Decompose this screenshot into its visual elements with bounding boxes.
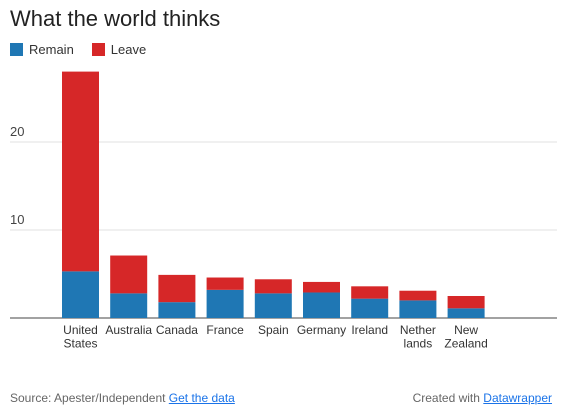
- bar-remain: [351, 298, 389, 318]
- bar-remain: [303, 292, 340, 318]
- x-tick-label: United: [63, 323, 98, 337]
- bar-leave: [158, 274, 196, 303]
- source-text: Source: Apester/Independent: [10, 391, 166, 405]
- bar-leave: [110, 255, 148, 294]
- legend-label-leave: Leave: [110, 42, 147, 57]
- x-tick-label: Zealand: [444, 337, 487, 351]
- x-tick-label: Spain: [258, 323, 289, 337]
- legend-item-remain: Remain: [10, 42, 74, 57]
- created-with-text: Created with: [412, 391, 480, 405]
- x-tick-label: France: [206, 323, 244, 337]
- bar-leave: [399, 290, 437, 301]
- legend-swatch-remain: [10, 43, 23, 56]
- x-tick-label: States: [63, 337, 97, 351]
- get-the-data-link[interactable]: Get the data: [168, 391, 235, 405]
- bar-leave: [303, 281, 340, 293]
- bar-remain: [399, 300, 437, 318]
- bar-leave: [447, 296, 485, 309]
- bar-leave: [351, 286, 389, 299]
- bar-remain: [158, 302, 196, 318]
- chart-title: What the world thinks: [10, 6, 221, 31]
- bar-remain: [254, 293, 292, 318]
- legend-swatch-leave: [91, 43, 105, 56]
- bar-leave: [254, 279, 292, 294]
- x-tick-label: Ireland: [351, 323, 388, 337]
- bar-leave: [206, 277, 244, 290]
- y-tick-label: 20: [10, 124, 24, 139]
- legend-item-leave: Leave: [91, 42, 147, 57]
- bar-leave: [62, 71, 99, 272]
- footer-credit: Created with Datawrapper: [413, 391, 552, 405]
- bar-remain: [206, 289, 244, 318]
- x-tick-label: New: [454, 323, 478, 337]
- legend: Remain Leave: [10, 42, 146, 57]
- bar-remain: [62, 271, 99, 318]
- legend-label-remain: Remain: [29, 42, 74, 57]
- bar-remain: [110, 293, 148, 318]
- x-tick-label: lands: [404, 337, 433, 351]
- x-tick-label: Canada: [156, 323, 198, 337]
- y-tick-label: 10: [10, 212, 24, 227]
- x-tick-label: Australia: [105, 323, 152, 337]
- x-tick-label: Nether: [400, 323, 436, 337]
- x-tick-label: Germany: [297, 323, 346, 337]
- footer-source: Source: Apester/Independent Get the data: [10, 391, 235, 405]
- datawrapper-link[interactable]: Datawrapper: [483, 391, 552, 405]
- bar-remain: [447, 308, 485, 318]
